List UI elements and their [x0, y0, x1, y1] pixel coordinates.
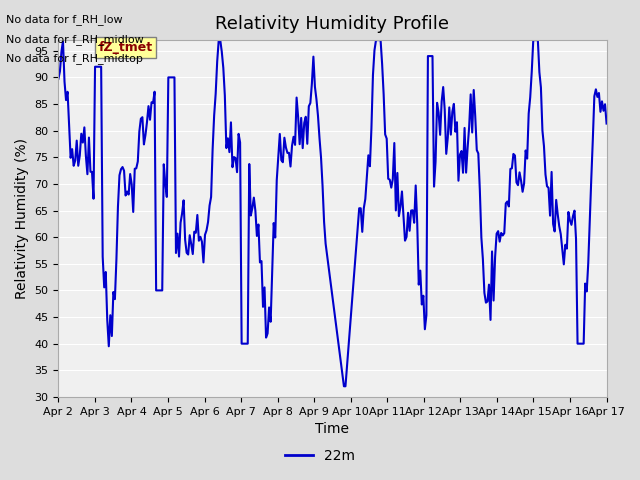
Text: No data for f_RH_midtop: No data for f_RH_midtop [6, 53, 143, 64]
X-axis label: Time: Time [316, 422, 349, 436]
Y-axis label: Relativity Humidity (%): Relativity Humidity (%) [15, 138, 29, 299]
Text: No data for f_RH_low: No data for f_RH_low [6, 14, 123, 25]
Legend: 22m: 22m [280, 443, 360, 468]
Title: Relativity Humidity Profile: Relativity Humidity Profile [216, 15, 449, 33]
Text: fZ_tmet: fZ_tmet [99, 41, 153, 54]
Text: No data for f_RH_midlow: No data for f_RH_midlow [6, 34, 144, 45]
